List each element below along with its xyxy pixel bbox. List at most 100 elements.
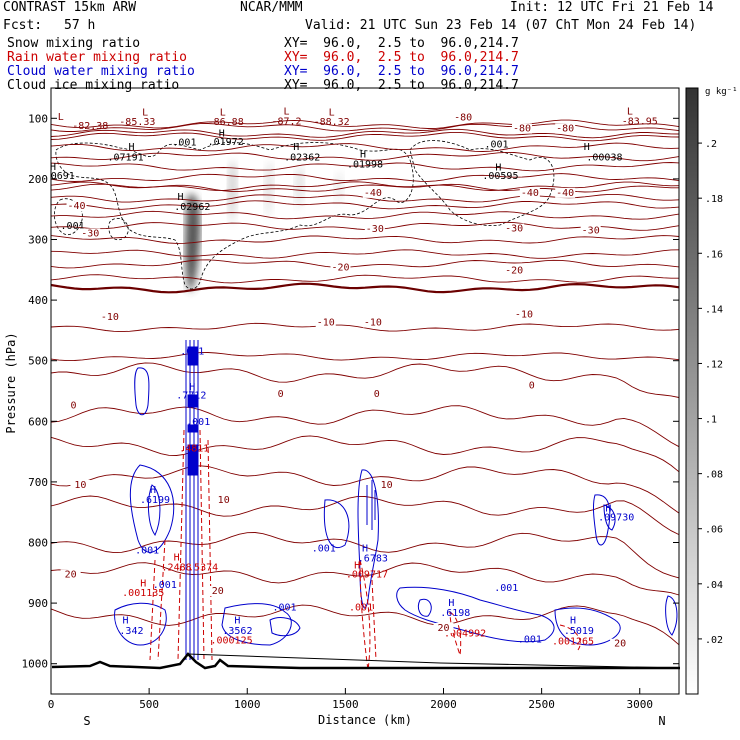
contour-value-label: H <box>293 142 299 153</box>
contour-value-label: H <box>495 162 501 173</box>
isotherm-label-bg <box>362 187 383 198</box>
colorbar-tick-label: .06 <box>705 525 723 536</box>
isotherm-line <box>50 362 680 398</box>
isotherm-label: -40 <box>521 188 539 199</box>
x-axis-title: Distance (km) <box>318 713 412 727</box>
isotherm-label-bg <box>315 317 336 328</box>
isotherm-label: -30 <box>366 224 384 235</box>
x-tick-label: 2500 <box>528 698 555 711</box>
x-tick-label: 0 <box>48 698 55 711</box>
isotherm-line <box>50 151 680 162</box>
y-tick-label: 1000 <box>22 658 49 671</box>
isotherm-label-bg <box>70 479 91 490</box>
contour-value-label: .02962 <box>174 202 210 213</box>
x-tick-label: 1500 <box>332 698 359 711</box>
field-cloudwater-xy: XY= 96.0, 2.5 to 96.0,214.7 <box>284 64 519 79</box>
contour-value-label: -87.2 <box>271 116 301 127</box>
contour-value-label: .00595 <box>482 171 518 182</box>
isotherm-label: 0 <box>278 389 284 400</box>
contour-value-label: -88.32 <box>314 117 350 128</box>
contour-value-label: .6783 <box>358 553 388 564</box>
contour-value-label: .009717 <box>346 570 388 581</box>
contour-value-label: L <box>142 107 148 118</box>
x-tick-label: 3000 <box>627 698 654 711</box>
contour-value-label: .000125 <box>210 636 252 647</box>
field-cloudice-xy: XY= 96.0, 2.5 to 96.0,214.7 <box>284 78 519 93</box>
contour-value-label: .001 <box>186 417 210 428</box>
isotherm-line <box>50 210 680 220</box>
contour-value-label: H <box>362 544 368 555</box>
isotherm-line-0 <box>50 282 680 294</box>
isotherm-label-bg <box>519 187 540 198</box>
contour-value-label: 0691 <box>51 171 75 182</box>
contour-value-label: H <box>448 598 454 609</box>
isotherm-line <box>50 274 679 284</box>
contour-value-label: H <box>178 192 184 203</box>
contour-value-label: .5019 <box>564 626 594 637</box>
contour-value-label: H <box>570 616 576 627</box>
y-tick-label: 400 <box>28 294 48 307</box>
contour-value-label: .001 <box>172 138 196 149</box>
cloud-water-contours <box>114 340 678 660</box>
y-tick-label: 800 <box>28 537 48 550</box>
isotherm-label: -80 <box>454 113 472 124</box>
isotherm-label: -40 <box>67 201 85 212</box>
isotherm-label: 0 <box>71 401 77 412</box>
contour-value-label: .2488 <box>162 562 192 573</box>
isotherm-line <box>50 435 680 473</box>
colorbar-tick-label: .2 <box>705 139 717 150</box>
isotherm-line--30 <box>50 200 680 210</box>
isotherm-line <box>50 235 680 244</box>
colorbar-unit: g kg⁻¹ <box>705 87 738 97</box>
isotherm-label-bg <box>330 262 351 273</box>
contour-value-label: .001 <box>180 347 204 358</box>
field-cloudice-name: Cloud ice mixing ratio <box>7 78 180 93</box>
contour-value-label: .01972 <box>208 137 244 148</box>
isotherm-label: 10 <box>381 480 393 491</box>
isotherm-label: -20 <box>331 262 349 273</box>
colorbar-tick-label: .04 <box>705 580 723 591</box>
isotherm-label: -40 <box>556 188 574 199</box>
isotherm-label-bg <box>453 112 474 123</box>
isotherm-label: -30 <box>505 224 523 235</box>
colorbar-tick-label: .18 <box>705 194 723 205</box>
isotherm-label: 10 <box>218 495 230 506</box>
isotherm-labels: -80 -80 -80 -40 -40 -40 -40 -30 -30 -30 -30 -20 -20 -… <box>60 112 631 650</box>
contour-value-label: -82.38 <box>72 121 108 132</box>
contour-value-label: L <box>283 107 289 118</box>
x-tick-label: 500 <box>139 698 159 711</box>
isotherm-line <box>50 142 680 152</box>
contour-value-label: H <box>50 162 56 173</box>
isotherm-line--80 <box>50 131 680 142</box>
contour-labels: L-82.38L-85.33L-86.88L-87.2L-88.32L-83.9… <box>50 107 658 648</box>
isotherm-label-bg <box>433 622 454 633</box>
y-tick-label: 600 <box>28 415 48 428</box>
isotherm-label-bg <box>512 123 532 134</box>
contour-value-label: .6198 <box>440 608 470 619</box>
isotherm-label-bg <box>513 309 534 320</box>
contour-value-label: H <box>605 504 611 515</box>
contour-value-label: H <box>234 616 240 627</box>
isotherm-label: -30 <box>582 225 600 236</box>
field-snow-name: Snow mixing ratio <box>7 36 141 51</box>
field-rain-xy: XY= 96.0, 2.5 to 96.0,214.7 <box>284 50 519 65</box>
isotherm-label-bg <box>610 638 631 649</box>
init-time: Init: 12 UTC Fri 21 Feb 14 <box>510 0 714 15</box>
isotherm-label-bg <box>555 123 576 134</box>
forecast-label: Fcst: <box>3 18 43 33</box>
colorbar-tick-label: .14 <box>705 304 723 315</box>
isotherm-label: 20 <box>212 586 224 597</box>
isotherm-label-bg <box>60 569 81 580</box>
colorbar-tick-label: .08 <box>705 470 723 481</box>
isotherm-label-bg <box>270 389 291 400</box>
contour-value-label: .3562 <box>222 626 252 637</box>
isotherm-label-bg <box>376 479 397 490</box>
contour-value-label: .07191 <box>108 153 144 164</box>
contour-value-label: H <box>150 485 156 496</box>
isotherm-label-bg <box>555 187 576 198</box>
isotherm-line <box>50 119 680 129</box>
contour-value-label: .001 <box>272 602 296 613</box>
isotherm-line--10 <box>50 249 680 259</box>
isotherm-label: -10 <box>515 310 533 321</box>
